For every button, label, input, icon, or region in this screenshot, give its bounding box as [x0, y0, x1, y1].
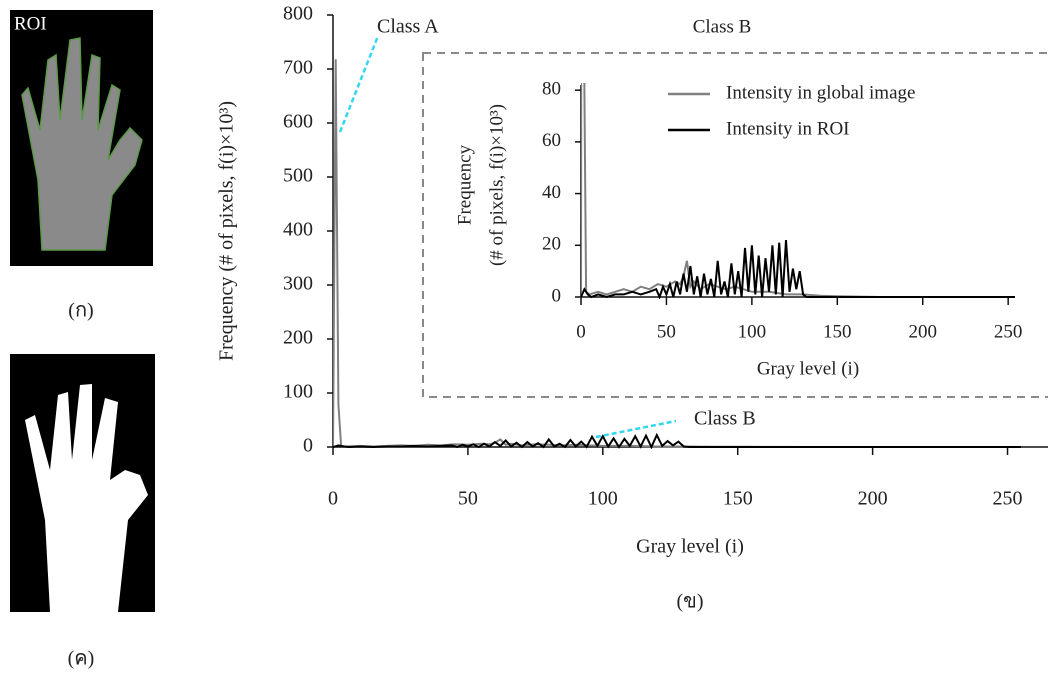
- x-tick-label: 150: [723, 488, 753, 510]
- y-tick-label: 80: [542, 79, 561, 100]
- x-tick-label: 150: [823, 321, 852, 342]
- panel-label: (ข): [677, 591, 704, 613]
- y-axis-label: (# of pixels, f(i)×10³): [486, 104, 507, 266]
- series-line: [333, 432, 1021, 449]
- inset-title: Class B: [693, 16, 752, 37]
- y-tick-label: 0: [303, 435, 313, 457]
- y-tick-label: 700: [283, 57, 313, 79]
- roi-label: ROI: [14, 13, 47, 34]
- legend-label: Intensity in ROI: [726, 118, 850, 139]
- annotation-line: [595, 419, 677, 439]
- y-tick-label: 60: [542, 130, 561, 151]
- y-axis-label: Frequency (# of pixels, f(i)×10³): [216, 101, 238, 361]
- x-tick-label: 200: [908, 321, 937, 342]
- x-axis-label: Gray level (i): [757, 358, 859, 379]
- y-tick-label: 0: [552, 285, 562, 306]
- series-line: [581, 240, 1015, 299]
- y-axis-label: Frequency: [454, 144, 475, 225]
- x-tick-label: 50: [657, 321, 676, 342]
- annotation-line: [338, 35, 380, 133]
- x-tick-label: 50: [458, 488, 478, 510]
- inset-frame: [422, 52, 1048, 398]
- panel-label: (ก): [68, 300, 93, 322]
- x-tick-label: 0: [576, 321, 586, 342]
- hand-mask: [25, 384, 148, 612]
- x-tick-label: 250: [994, 321, 1023, 342]
- y-tick-label: 800: [283, 3, 313, 25]
- annotation: Class A: [377, 16, 439, 38]
- y-tick-label: 100: [283, 381, 313, 403]
- panel-label: (ค): [68, 648, 95, 670]
- series-line: [333, 59, 1021, 448]
- y-tick-label: 20: [542, 234, 561, 255]
- x-tick-label: 200: [858, 488, 888, 510]
- y-tick-label: 600: [283, 111, 313, 133]
- y-tick-label: 500: [283, 165, 313, 187]
- y-tick-label: 400: [283, 219, 313, 241]
- annotation: Class B: [694, 408, 756, 430]
- x-tick-label: 250: [993, 488, 1023, 510]
- x-axis-label: Gray level (i): [636, 536, 744, 558]
- y-tick-label: 40: [542, 182, 561, 203]
- series-line: [581, 83, 1015, 298]
- hand-gray: [21, 37, 143, 251]
- y-tick-label: 200: [283, 327, 313, 349]
- legend-label: Intensity in global image: [726, 82, 915, 103]
- y-tick-label: 300: [283, 273, 313, 295]
- x-tick-label: 100: [738, 321, 767, 342]
- x-tick-label: 100: [588, 488, 618, 510]
- x-tick-label: 0: [328, 488, 338, 510]
